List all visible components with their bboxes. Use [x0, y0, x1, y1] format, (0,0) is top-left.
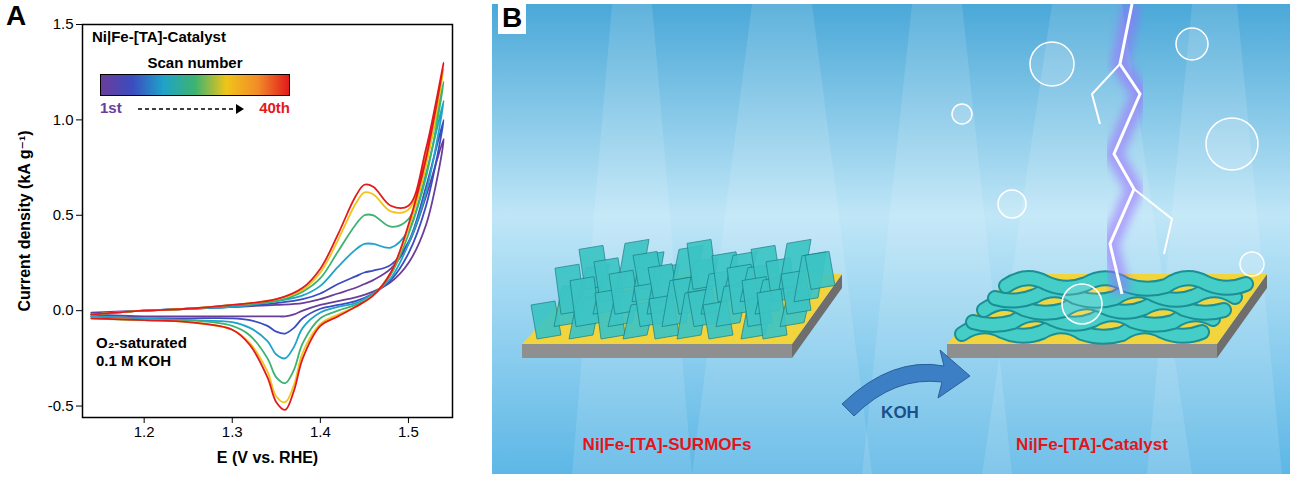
html-text:Scan number: Scan number — [147, 54, 243, 71]
svg-text:1.2: 1.2 — [134, 423, 155, 440]
svg-text:Ni|Fe-[TA]-SURMOFs: Ni|Fe-[TA]-SURMOFs — [583, 435, 752, 454]
svg-text:1.3: 1.3 — [222, 423, 243, 440]
svg-text:1.5: 1.5 — [398, 423, 419, 440]
html-text:1st: 1st — [100, 99, 122, 116]
svg-text:0.0: 0.0 — [53, 301, 74, 318]
svg-text:0.5: 0.5 — [53, 206, 74, 223]
html-text:A: A — [6, 0, 27, 31]
html-text:B: B — [502, 2, 523, 33]
html-text:0.1 M KOH: 0.1 M KOH — [96, 352, 171, 369]
html-text:O₂-saturated: O₂-saturated — [96, 334, 187, 351]
svg-text:1.4: 1.4 — [310, 423, 331, 440]
html-text:40th: 40th — [259, 99, 290, 116]
html-text:Ni|Fe-[TA]-Catalyst: Ni|Fe-[TA]-Catalyst — [92, 28, 226, 45]
svg-text:1.5: 1.5 — [53, 15, 74, 32]
svg-text:-0.5: -0.5 — [48, 397, 74, 414]
svg-text:KOH: KOH — [881, 403, 919, 422]
svg-text:Current density (kA g⁻¹): Current density (kA g⁻¹) — [16, 130, 33, 311]
svg-text:E (V vs. RHE): E (V vs. RHE) — [217, 449, 318, 466]
svg-text:1.0: 1.0 — [53, 111, 74, 128]
svg-text:Ni|Fe-[TA]-Catalyst: Ni|Fe-[TA]-Catalyst — [1016, 435, 1168, 454]
